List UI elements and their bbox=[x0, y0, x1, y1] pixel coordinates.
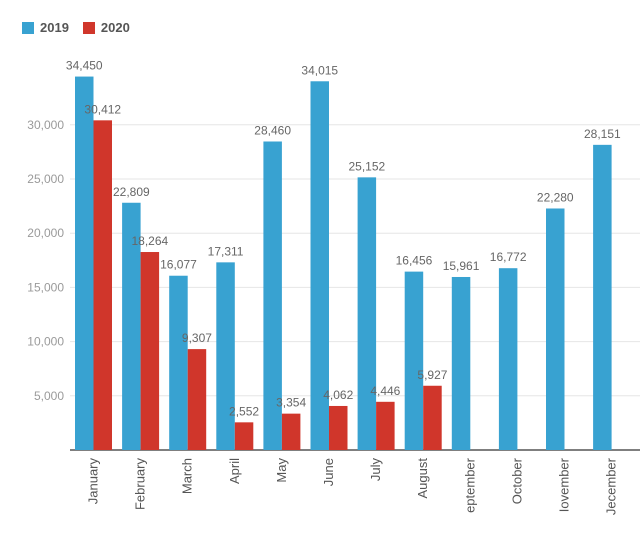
bar-2019-december bbox=[593, 144, 612, 451]
data-label-2020-january: 30,412 bbox=[84, 102, 121, 116]
legend-item-2020: 2020 bbox=[82, 20, 130, 35]
x-tick-label-october: October bbox=[509, 457, 524, 504]
bar-2019-september bbox=[451, 276, 471, 450]
bar-2019-june bbox=[310, 81, 329, 450]
bar-2020-august bbox=[423, 385, 442, 450]
x-tick-label-november: Iovember bbox=[557, 457, 572, 512]
data-label-2019-july: 25,152 bbox=[348, 159, 385, 173]
bar-2019-july bbox=[357, 177, 377, 450]
bar-2019-january bbox=[75, 76, 94, 450]
data-label-2019-september: 15,961 bbox=[443, 259, 480, 273]
data-label-2020-july: 4,446 bbox=[370, 384, 400, 398]
x-tick-label-april: April bbox=[227, 458, 242, 484]
data-label-2019-april: 17,311 bbox=[208, 244, 244, 258]
bar-2019-may bbox=[263, 141, 282, 451]
bar-2019-april bbox=[216, 262, 235, 450]
data-label-2019-february: 22,809 bbox=[113, 185, 150, 199]
y-tick-label: 25,000 bbox=[27, 172, 64, 186]
legend-item-2019: 2019 bbox=[22, 20, 69, 35]
x-tick-label-september: eptember bbox=[462, 457, 477, 513]
data-label-2020-june: 4,062 bbox=[323, 388, 353, 402]
data-label-2019-november: 22,280 bbox=[537, 190, 574, 204]
legend: 2019 2020 bbox=[22, 20, 130, 35]
bar-2019-november bbox=[546, 208, 565, 450]
x-tick-label-may: May bbox=[274, 458, 289, 483]
bar-2019-august bbox=[404, 271, 424, 450]
legend-label-2019: 2019 bbox=[40, 20, 69, 35]
bar-2020-january bbox=[93, 120, 112, 450]
data-label-2020-april: 2,552 bbox=[229, 404, 259, 418]
bar-2020-june bbox=[329, 405, 348, 450]
x-tick-label-january: January bbox=[86, 458, 101, 505]
data-label-2020-august: 5,927 bbox=[417, 368, 447, 382]
data-label-2019-may: 28,460 bbox=[254, 123, 291, 137]
bar-2020-april bbox=[234, 422, 254, 450]
y-tick-label: 5,000 bbox=[34, 389, 64, 403]
bar-2020-may bbox=[281, 413, 301, 450]
bar-2020-march bbox=[187, 349, 207, 450]
data-label-2019-october: 16,772 bbox=[490, 250, 527, 264]
legend-swatch-2020 bbox=[82, 21, 95, 34]
data-label-2019-january: 34,450 bbox=[66, 59, 103, 73]
x-tick-label-august: August bbox=[415, 458, 430, 499]
data-label-2020-february: 18,264 bbox=[131, 234, 168, 248]
y-tick-label: 15,000 bbox=[27, 280, 64, 294]
x-tick-label-july: July bbox=[368, 458, 383, 482]
y-tick-label: 10,000 bbox=[27, 335, 64, 349]
data-label-2020-may: 3,354 bbox=[276, 396, 306, 410]
x-tick-label-june: June bbox=[321, 458, 336, 486]
data-label-2019-august: 16,456 bbox=[396, 254, 433, 268]
bar-2020-july bbox=[376, 401, 395, 450]
x-tick-label-march: March bbox=[180, 458, 195, 494]
bar-2019-march bbox=[169, 275, 188, 450]
data-label-2020-march: 9,307 bbox=[182, 331, 212, 345]
y-tick-label: 30,000 bbox=[27, 118, 64, 132]
legend-swatch-2019 bbox=[22, 21, 34, 34]
legend-label-2020: 2020 bbox=[100, 20, 130, 35]
x-tick-label-february: February bbox=[133, 458, 148, 511]
data-label-2019-june: 34,015 bbox=[301, 63, 338, 77]
bar-2019-october bbox=[498, 268, 518, 450]
data-label-2019-march: 16,077 bbox=[160, 258, 197, 272]
y-tick-label: 20,000 bbox=[27, 226, 64, 240]
bar-2019-february bbox=[122, 202, 141, 450]
x-tick-label-december: Jecember bbox=[604, 457, 619, 515]
bar-2020-february bbox=[140, 252, 160, 450]
data-label-2019-december: 28,151 bbox=[584, 127, 621, 141]
